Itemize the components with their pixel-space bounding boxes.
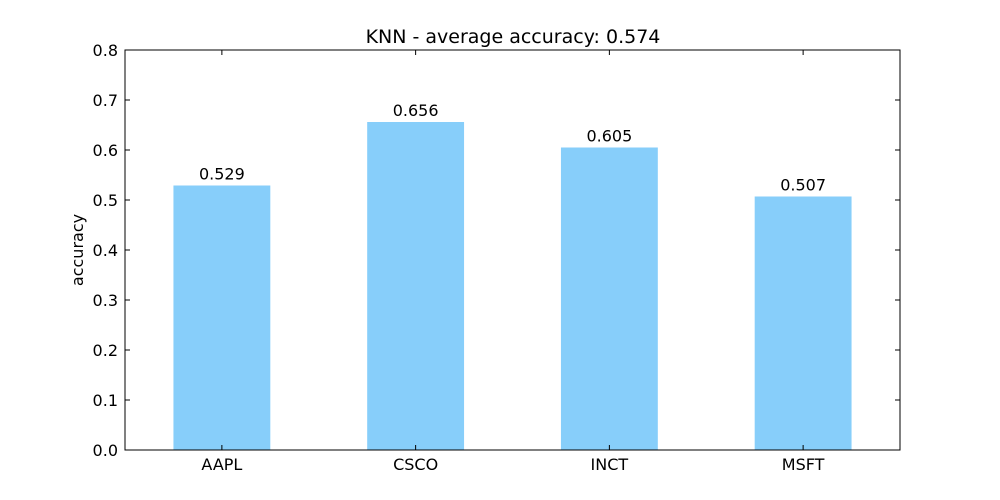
- x-tick-label: AAPL: [201, 455, 242, 474]
- bar-aapl: [173, 185, 271, 450]
- bar-msft: [754, 196, 852, 450]
- data-labels-group: AAPL 0.529 CSCO 0.656 INCT 0.605 MSFT 0.507 0.0 0…: [93, 41, 826, 474]
- y-tick-label: 0.0: [93, 441, 118, 460]
- y-axis-label: accuracy: [68, 214, 87, 286]
- data-label-msft: 0.507: [780, 176, 826, 195]
- x-tick-label: INCT: [591, 455, 629, 474]
- y-tick-label: 0.4: [93, 241, 118, 260]
- data-label-inct: 0.605: [586, 127, 632, 146]
- chart-title: KNN - average accuracy: 0.574: [366, 26, 661, 48]
- y-tick-label: 0.8: [93, 41, 118, 60]
- y-tick-label: 0.3: [93, 291, 118, 310]
- y-tick-label: 0.6: [93, 141, 118, 160]
- bar-csco: [367, 122, 465, 450]
- data-label-csco: 0.656: [393, 101, 439, 120]
- plot-frame: [124, 49, 901, 451]
- bars-group: [173, 122, 852, 450]
- data-label-aapl: 0.529: [199, 165, 245, 184]
- x-tick-label: CSCO: [393, 455, 438, 474]
- y-tick-label: 0.5: [93, 191, 118, 210]
- bar-inct: [560, 147, 658, 450]
- y-tick-label: 0.2: [93, 341, 118, 360]
- x-tick-label: MSFT: [782, 455, 825, 474]
- y-tick-label: 0.7: [93, 91, 118, 110]
- y-tick-label: 0.1: [93, 391, 118, 410]
